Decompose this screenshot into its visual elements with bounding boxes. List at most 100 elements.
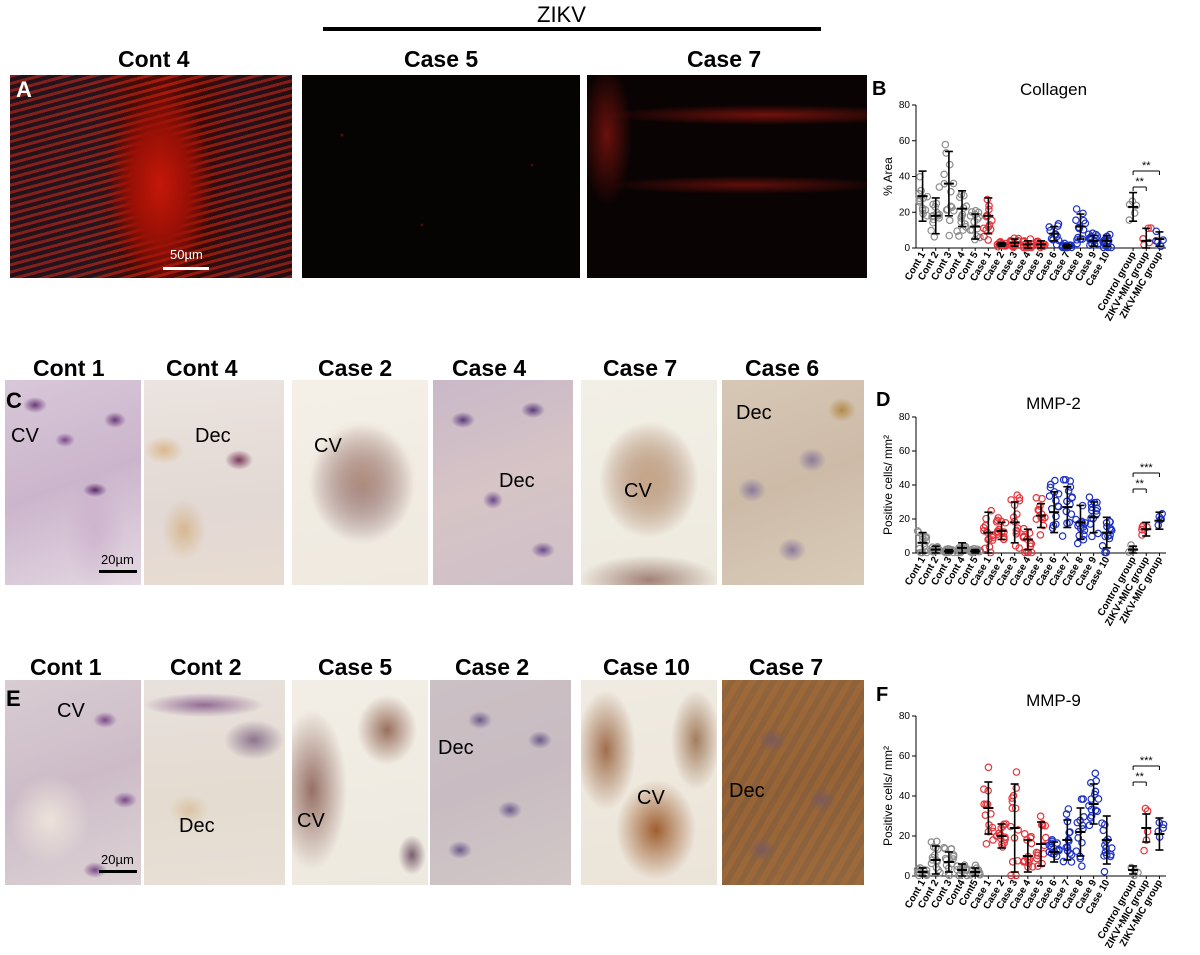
y-tick-label: 40 <box>899 791 911 802</box>
data-point <box>1130 871 1139 880</box>
dec-label: Dec <box>179 815 215 837</box>
data-point <box>980 232 988 241</box>
micrograph-case7-collagen <box>587 75 867 278</box>
micrograph-mmp2-case2: CV <box>292 380 428 585</box>
data-point <box>1091 769 1100 778</box>
data-point <box>1036 812 1045 820</box>
data-point <box>955 232 963 240</box>
data-point <box>1094 795 1103 803</box>
data-point <box>967 208 976 216</box>
panel-c2-title: Cont 4 <box>166 355 238 381</box>
panel-e6-title: Case 7 <box>749 654 824 680</box>
data-point <box>1026 539 1034 548</box>
dec-label: Dec <box>438 737 474 759</box>
dec-label: Dec <box>499 470 535 492</box>
data-point <box>1009 791 1018 800</box>
data-point <box>932 837 941 846</box>
significance-label: *** <box>1140 755 1154 767</box>
data-point <box>1078 838 1086 847</box>
data-point <box>1138 523 1147 531</box>
y-axis-label: % Area <box>881 157 895 196</box>
micrograph-mmp9-case7: Dec <box>722 680 864 885</box>
cv-label: CV <box>11 425 39 447</box>
data-point <box>1036 502 1044 510</box>
panel-a-letter: A <box>16 77 32 102</box>
data-point <box>988 823 997 832</box>
data-point <box>984 763 993 772</box>
micrograph-mmp2-cont1: C CV 20µm <box>5 380 141 585</box>
data-point <box>1100 867 1109 876</box>
micrograph-mmp9-cont1: E CV 20µm <box>5 680 141 885</box>
dec-label: Dec <box>729 780 765 802</box>
panel-e5-title: Case 10 <box>603 654 690 680</box>
data-point <box>1091 787 1100 796</box>
micrograph-mmp2-cont4: Dec <box>144 380 284 585</box>
data-point <box>1088 532 1096 541</box>
panel-a1-title: Cont 4 <box>118 46 190 72</box>
y-tick-label: 60 <box>899 136 911 147</box>
data-point <box>930 233 939 241</box>
y-tick-label: 0 <box>904 243 910 254</box>
data-point <box>960 191 968 200</box>
panel-a2-title: Case 5 <box>404 46 479 72</box>
data-point <box>985 220 994 229</box>
data-point <box>927 226 936 235</box>
data-point <box>1013 510 1021 518</box>
significance-label: ** <box>1135 478 1144 490</box>
zikv-bracket-line <box>323 27 821 31</box>
data-point <box>1101 841 1109 849</box>
y-tick-label: 40 <box>899 480 911 491</box>
micrograph-cont4-collagen: A 50µm <box>10 75 292 278</box>
data-point <box>1008 858 1017 866</box>
data-point <box>1072 847 1081 855</box>
scale-bar-label: 20µm <box>101 852 134 867</box>
data-point <box>1077 517 1086 526</box>
data-point <box>1088 506 1096 515</box>
data-point <box>1012 784 1021 792</box>
data-point <box>943 205 952 214</box>
data-point <box>1032 494 1041 502</box>
data-point <box>1051 476 1059 485</box>
cv-label: CV <box>314 435 342 457</box>
micrograph-mmp9-case10: CV <box>581 680 717 885</box>
panel-e1-title: Cont 1 <box>30 654 102 680</box>
data-point <box>1041 821 1050 830</box>
data-point <box>1085 801 1093 810</box>
significance-label: ** <box>1135 176 1144 188</box>
dec-label: Dec <box>195 425 231 447</box>
data-point <box>1107 243 1116 252</box>
data-point <box>1085 493 1094 501</box>
panel-e2-title: Cont 2 <box>170 654 242 680</box>
data-point <box>1054 490 1063 498</box>
data-point <box>1067 850 1076 859</box>
y-tick-label: 80 <box>899 711 911 722</box>
data-point <box>1032 848 1041 857</box>
significance-label: ** <box>1142 160 1151 172</box>
data-point <box>1036 531 1045 539</box>
data-point <box>1073 239 1081 248</box>
data-point <box>1045 492 1054 500</box>
y-tick-label: 20 <box>899 514 911 525</box>
data-point <box>1038 494 1046 503</box>
zikv-header: ZIKV <box>537 2 586 27</box>
data-point <box>1067 858 1076 866</box>
scale-bar-label: 50µm <box>170 247 203 262</box>
cv-label: CV <box>57 700 85 722</box>
data-point <box>980 785 988 793</box>
data-point <box>1064 487 1073 495</box>
data-point <box>1091 806 1100 815</box>
y-tick-label: 80 <box>899 412 911 423</box>
data-point <box>1065 837 1073 845</box>
data-point <box>966 212 975 220</box>
y-tick-label: 20 <box>899 831 911 842</box>
chart-title: Collagen <box>1020 80 1087 99</box>
data-point <box>1143 827 1152 836</box>
data-point <box>1011 804 1020 813</box>
data-point <box>1007 496 1015 504</box>
panel-f-letter: F <box>876 684 889 706</box>
data-point <box>1079 795 1087 803</box>
data-point <box>1159 820 1168 829</box>
panel-e4-title: Case 2 <box>455 654 530 680</box>
